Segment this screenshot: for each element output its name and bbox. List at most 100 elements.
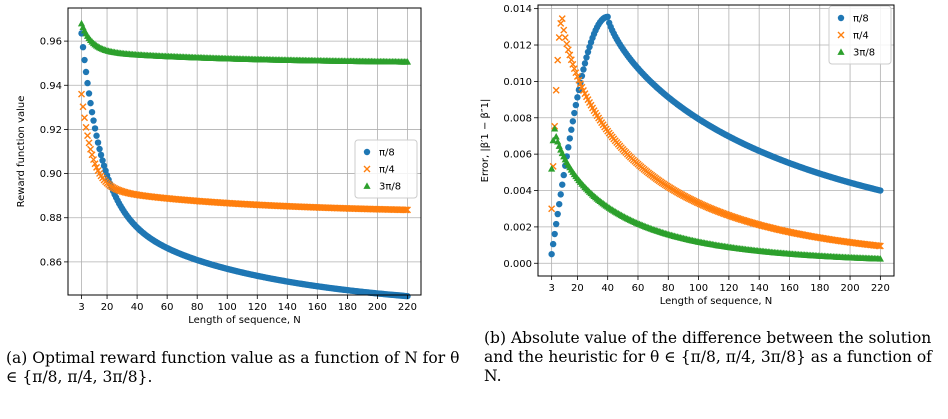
data-point [574,94,581,101]
legend-label: π/4 [379,165,395,176]
chart-b: 3 20 40 60 80 100 120 140 160 180 200 220 0.000 0.002… [480,4,895,307]
x-tick-label: 200 [841,283,860,294]
legend-marker [363,148,371,156]
data-point [566,51,574,59]
y-tick-label: 0.006 [503,150,532,161]
data-point [560,26,568,34]
x-tick-label: 120 [719,283,738,294]
series-0 [548,13,884,258]
data-point [91,125,99,132]
data-point [84,79,91,87]
data-point [572,101,580,109]
data-point [81,114,89,122]
x-tick-label: 40 [131,302,144,313]
data-point [94,139,102,146]
y-tick-label: 0.86 [40,257,62,268]
data-point [877,187,884,194]
data-point [556,200,563,208]
data-point [571,109,578,117]
series-2 [548,125,884,262]
data-point [78,90,86,98]
data-point [403,58,412,65]
x-axis-label: Length of sequence, N [660,296,773,307]
y-tick-label: 0.000 [503,259,532,270]
data-point [96,145,103,153]
x-tick-label: 140 [750,283,769,294]
x-tick-label: 3 [78,302,84,313]
data-point [85,90,93,97]
data-point [82,68,90,76]
y-tick-label: 0.010 [503,77,532,88]
data-point [604,13,611,21]
legend-marker [363,182,371,189]
data-point [876,255,884,262]
data-point [85,139,93,147]
data-point [567,56,575,64]
data-point [583,54,590,61]
y-tick-label: 0.90 [40,169,62,180]
data-point [549,240,557,248]
x-tick-label: 3 [548,283,554,294]
data-point [79,103,87,111]
chart-a: 3 20 40 60 80 100 120 140 160 180 200 220 0.86 0.88 0.… [16,7,422,326]
data-point [97,151,105,159]
data-point [564,46,572,54]
data-point [99,157,106,164]
data-point [557,19,565,27]
data-point [568,126,575,133]
data-point [77,19,86,27]
y-axis-label: Reward function value [16,96,27,208]
data-point [559,181,566,188]
data-point [79,43,87,51]
data-point [569,118,577,125]
x-axis-label: Length of sequence, N [188,315,301,326]
y-tick-label: 0.004 [503,186,532,197]
plot-frame [537,4,895,277]
y-tick-label: 0.014 [503,4,532,15]
data-point [569,60,577,68]
data-point [552,86,560,94]
data-point [84,132,92,140]
data-point [561,34,569,42]
data-point [81,56,88,64]
y-tick-label: 0.92 [40,125,62,136]
data-point [549,136,557,144]
data-point [552,220,560,228]
data-point [573,73,581,81]
data-point [558,15,566,23]
y-axis-label: Error, |β′1 − β″1| [480,99,491,183]
data-point [88,151,96,159]
data-point [555,33,563,41]
legend: π/8 π/4 3π/8 [354,139,418,199]
data-point [87,145,95,153]
data-point [548,165,556,172]
data-point [90,117,97,124]
data-point [563,40,571,48]
data-point [875,242,883,250]
x-tick-label: 160 [780,283,799,294]
legend-box [354,139,418,199]
legend-marker [363,165,371,173]
data-point [402,206,410,214]
y-tick-label: 0.012 [503,41,532,52]
data-point [88,108,96,116]
x-tick-label: 220 [871,283,890,294]
data-point [548,250,555,258]
data-point [566,135,574,142]
data-point [554,210,561,218]
data-point [552,132,560,140]
x-tick-label: 160 [308,302,327,313]
data-point [87,99,94,107]
caption-b: (b) Absolute value of the difference bet… [484,329,932,385]
data-point [548,205,556,213]
x-tick-label: 200 [368,302,387,313]
data-point [91,160,99,168]
series-1 [548,15,884,250]
data-point [560,171,567,179]
legend-label: 3π/8 [853,48,875,59]
data-point [554,56,562,64]
plot-frame [67,7,422,296]
data-point [572,69,580,77]
x-tick-label: 80 [191,302,204,313]
data-point [93,132,100,139]
